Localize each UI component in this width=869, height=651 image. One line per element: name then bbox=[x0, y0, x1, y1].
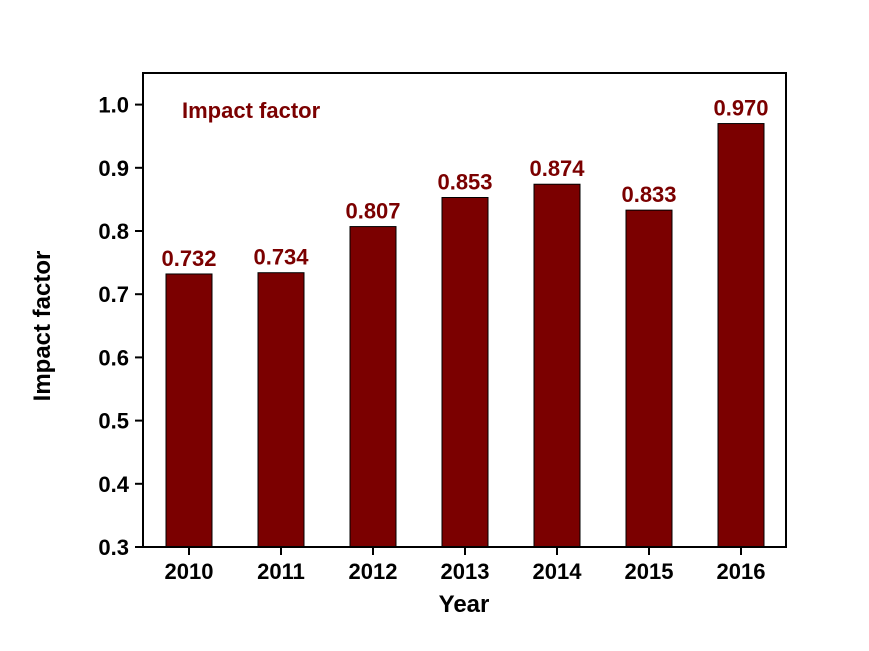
x-tick-label: 2016 bbox=[717, 559, 766, 584]
y-tick-label: 0.6 bbox=[98, 345, 129, 370]
bar-2010 bbox=[165, 273, 213, 548]
data-labels-group: 0.732 0.734 0.807 0.853 0.874 0.833 0.970 bbox=[161, 96, 768, 271]
data-label-2010: 0.732 bbox=[161, 246, 216, 271]
y-tick-label: 1.0 bbox=[98, 93, 129, 118]
x-axis-title: Year bbox=[439, 591, 490, 618]
y-tick-label: 0.8 bbox=[98, 219, 129, 244]
y-tick-label: 0.4 bbox=[98, 472, 129, 497]
y-axis-ticks: 0.3 0.4 0.5 0.6 0.7 0.8 0.9 1.0 bbox=[98, 93, 143, 560]
bar-2012 bbox=[349, 226, 397, 548]
bar-2015 bbox=[625, 209, 673, 548]
x-tick-label: 2014 bbox=[533, 559, 583, 584]
bar-2014 bbox=[533, 183, 581, 548]
y-tick-label: 0.3 bbox=[98, 535, 129, 560]
x-tick-label: 2010 bbox=[165, 559, 214, 584]
data-label-2013: 0.853 bbox=[437, 170, 492, 195]
bar-2013 bbox=[441, 197, 489, 548]
legend-entry: Impact factor bbox=[182, 98, 321, 123]
x-tick-label: 2013 bbox=[441, 559, 490, 584]
bars-group bbox=[165, 123, 765, 548]
bar-2011 bbox=[257, 272, 305, 548]
y-axis-title: Impact factor bbox=[29, 251, 56, 402]
x-tick-label: 2011 bbox=[257, 559, 305, 584]
bar-2016 bbox=[717, 123, 765, 548]
y-tick-label: 0.9 bbox=[98, 156, 129, 181]
x-tick-label: 2015 bbox=[625, 559, 674, 584]
data-label-2014: 0.874 bbox=[529, 156, 585, 181]
y-tick-label: 0.7 bbox=[98, 282, 129, 307]
x-tick-label: 2012 bbox=[349, 559, 398, 584]
x-axis-ticks: 2010 2011 2012 2013 2014 2015 2016 bbox=[165, 547, 766, 584]
data-label-2011: 0.734 bbox=[253, 245, 309, 270]
y-tick-label: 0.5 bbox=[98, 409, 129, 434]
data-label-2015: 0.833 bbox=[621, 182, 676, 207]
data-label-2016: 0.970 bbox=[713, 96, 768, 121]
data-label-2012: 0.807 bbox=[345, 199, 400, 224]
